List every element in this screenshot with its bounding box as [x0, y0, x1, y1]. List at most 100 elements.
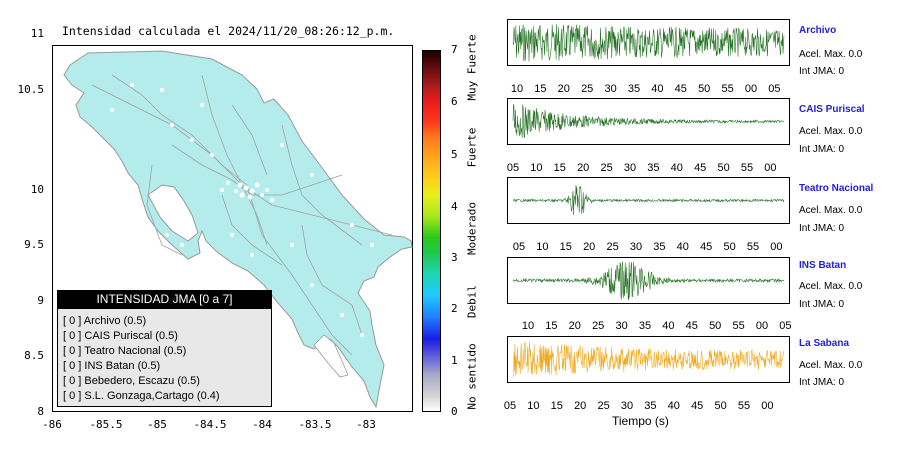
seismogram-teatro-nacional[interactable]: [507, 177, 790, 224]
map-ytick: 10.5: [17, 83, 45, 96]
legend-item: [ 0 ] Bebedero, Escazu (0.5): [63, 375, 200, 387]
seismogram-tick: 00: [761, 400, 774, 412]
station-int: Int JMA: 0: [799, 377, 845, 388]
seismogram-tick: 10: [536, 241, 549, 253]
station-name-la-sabana: La Sabana: [799, 338, 850, 349]
seismogram-tick: 15: [534, 83, 547, 95]
seismogram-tick: 25: [581, 83, 594, 95]
seismogram-xlabel: Tiempo (s): [612, 414, 669, 428]
scale-label-moderado: Moderado: [465, 202, 479, 255]
station-acel: Acel. Max. 0.0: [799, 49, 863, 60]
seismogram-tick: 30: [623, 162, 637, 174]
scale-tick: 4: [451, 200, 458, 213]
seismogram-tick: 15: [545, 320, 558, 332]
map-xtick: -85: [147, 418, 167, 431]
station-acel: Acel. Max. 0.0: [799, 126, 863, 137]
map-xtick: -83.5: [298, 418, 332, 431]
map-ytick: 9.5: [24, 238, 44, 251]
seismogram-tick: 40: [667, 400, 680, 412]
seismogram-tick: 45: [685, 320, 698, 332]
seismogram-tick: 15: [559, 241, 572, 253]
map-xtick: -86: [42, 418, 62, 431]
seismogram-tick: 25: [600, 162, 613, 174]
road-network: [91, 74, 393, 356]
legend-header: INTENSIDAD JMA [0 a 7]: [57, 290, 272, 309]
seismogram-tick: 05: [503, 400, 517, 412]
map-ytick: 10: [30, 183, 44, 196]
scale-label-muy-fuerte: Muy Fuerte: [465, 34, 479, 101]
seismogram-tick: 45: [691, 400, 704, 412]
seismogram-tick: 55: [746, 241, 760, 253]
scale-tick: 0: [451, 405, 458, 418]
map-ytick: 8: [37, 405, 44, 418]
seismogram-tick: 10: [530, 162, 543, 174]
seismogram-tick: 25: [592, 320, 605, 332]
station-int: Int JMA: 0: [799, 144, 845, 155]
station-name-teatro-nacional: Teatro Nacional: [799, 183, 874, 194]
seismogram-tick: 15: [550, 400, 563, 412]
seismogram-tick: 30: [604, 83, 617, 95]
seismogram-tick: 05: [512, 241, 526, 253]
seismogram-tick: 35: [644, 400, 657, 412]
map-xtick: -83: [356, 418, 376, 431]
seismogram-tick: 40: [670, 162, 683, 174]
seismogram-tick: 45: [700, 241, 713, 253]
station-name-archivo: Archivo: [799, 25, 837, 36]
seismogram-tick: 55: [732, 320, 745, 332]
seismogram-tick: 50: [717, 162, 730, 174]
station-dots: [110, 83, 374, 347]
legend-item: [ 0 ] Teatro Nacional (0.5): [63, 345, 187, 357]
seismogram-tick: 25: [606, 241, 619, 253]
seismogram-tick: 50: [698, 83, 711, 95]
seismogram-tick: 50: [709, 320, 722, 332]
station-int: Int JMA: 0: [799, 299, 845, 310]
seismogram-tick: 00: [764, 162, 777, 174]
seismogram-trace: [512, 341, 785, 378]
seismogram-trace: [512, 104, 785, 138]
seismogram-tick: 10: [527, 400, 540, 412]
seismogram-tick: 55: [737, 400, 751, 412]
seismogram-la-sabana[interactable]: [507, 336, 790, 383]
seismogram-archivo[interactable]: [507, 19, 790, 66]
seismogram-tick: 30: [629, 241, 643, 253]
station-acel: Acel. Max. 0.0: [799, 360, 863, 371]
seismogram-tick: 00: [755, 320, 769, 332]
seismogram-tick: 20: [568, 320, 581, 332]
seismogram-tick: 35: [653, 241, 666, 253]
seismogram-tick: 35: [647, 162, 660, 174]
seismogram-tick: 30: [615, 320, 628, 332]
seismogram-tick: 45: [694, 162, 707, 174]
station-int: Int JMA: 0: [799, 66, 845, 77]
intensity-legend: [ 0 ] Archivo (0.5) [ 0 ] CAIS Puriscal …: [57, 290, 272, 407]
scale-tick: 5: [451, 148, 458, 161]
seismogram-tick: 10: [521, 320, 535, 332]
seismogram-tick: 05: [779, 320, 792, 332]
intensity-color-scale: [422, 50, 441, 412]
seismogram-tick: 40: [651, 83, 664, 95]
nicoya-gulf: [147, 184, 199, 242]
legend-item: [ 0 ] CAIS Puriscal (0.5): [63, 330, 178, 342]
map-ytick: 9: [37, 294, 44, 307]
scale-label-debil: Debil: [465, 284, 479, 319]
seismogram-tick: 05: [768, 83, 781, 95]
station-name-ins-batan: INS Batan: [799, 260, 847, 271]
legend-item: [ 0 ] S.L. Gonzaga,Cartago (0.4): [63, 390, 220, 402]
seismogram-tick: 50: [723, 241, 736, 253]
scale-tick: 1: [451, 354, 458, 367]
seismogram-tick: 30: [620, 400, 634, 412]
seismogram-tick: 50: [714, 400, 727, 412]
seismogram-trace: [512, 261, 785, 301]
scale-label-fuerte: Fuerte: [465, 127, 479, 168]
seismogram-tick: 00: [770, 241, 783, 253]
station-int: Int JMA: 0: [799, 223, 845, 234]
seismogram-tick: 35: [627, 83, 641, 95]
map-title: Intensidad calculada el 2024/11/20_08:26…: [62, 24, 395, 38]
seismogram-cais-puriscal[interactable]: [507, 98, 790, 145]
seismogram-tick: 55: [721, 83, 734, 95]
costa-rica-land: [63, 50, 413, 409]
station-name-cais-puriscal: CAIS Puriscal: [799, 104, 865, 115]
seismogram-trace: [512, 24, 785, 62]
station-acel: Acel. Max. 0.0: [799, 281, 863, 292]
seismogram-tick: 20: [574, 400, 587, 412]
seismogram-ins-batan[interactable]: [507, 257, 790, 304]
